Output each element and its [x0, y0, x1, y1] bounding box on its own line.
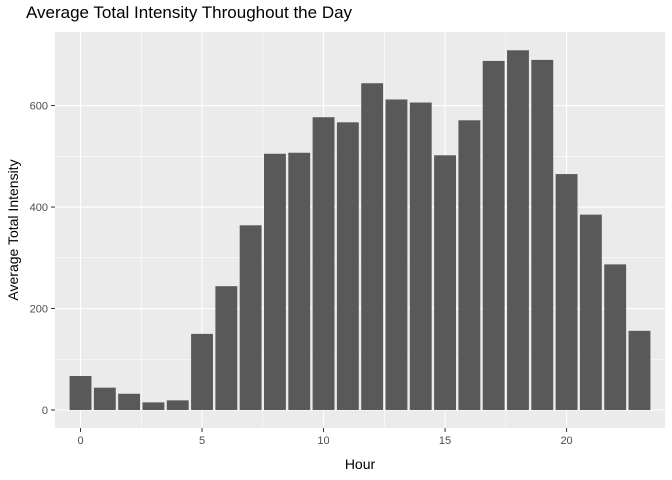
bar [239, 225, 262, 410]
x-tick-label: 20 [560, 435, 572, 447]
y-axis: 0 200 400 600 [30, 101, 55, 417]
bar [69, 375, 92, 410]
y-tick-label: 600 [30, 101, 48, 113]
bar [142, 402, 165, 410]
bar [458, 120, 481, 410]
bar [336, 122, 359, 410]
bar [628, 330, 651, 410]
bar [482, 60, 505, 410]
bar [385, 99, 408, 410]
bar [361, 83, 384, 410]
y-axis-title: Average Total Intensity [5, 159, 21, 300]
bar [409, 102, 432, 410]
y-tick-label: 0 [42, 405, 48, 417]
x-axis-title: Hour [345, 456, 376, 472]
x-tick-label: 5 [199, 435, 205, 447]
bar [215, 286, 238, 410]
bar [312, 117, 335, 410]
chart-title: Average Total Intensity Throughout the D… [26, 3, 353, 22]
bar [166, 400, 189, 410]
bar [118, 393, 141, 410]
bar [555, 174, 578, 410]
bar [93, 387, 116, 410]
bar [531, 59, 554, 410]
bars [69, 50, 651, 410]
x-tick-label: 0 [77, 435, 83, 447]
bar [507, 50, 529, 410]
bar [604, 264, 627, 410]
bar [191, 333, 213, 410]
bar [579, 214, 602, 410]
x-axis: 0 5 10 15 20 [77, 428, 573, 447]
y-tick-label: 400 [30, 202, 48, 214]
bar [264, 153, 286, 410]
bar [434, 155, 456, 410]
bar [288, 152, 311, 410]
x-tick-label: 15 [439, 435, 451, 447]
x-tick-label: 10 [317, 435, 329, 447]
y-tick-label: 200 [30, 304, 48, 316]
